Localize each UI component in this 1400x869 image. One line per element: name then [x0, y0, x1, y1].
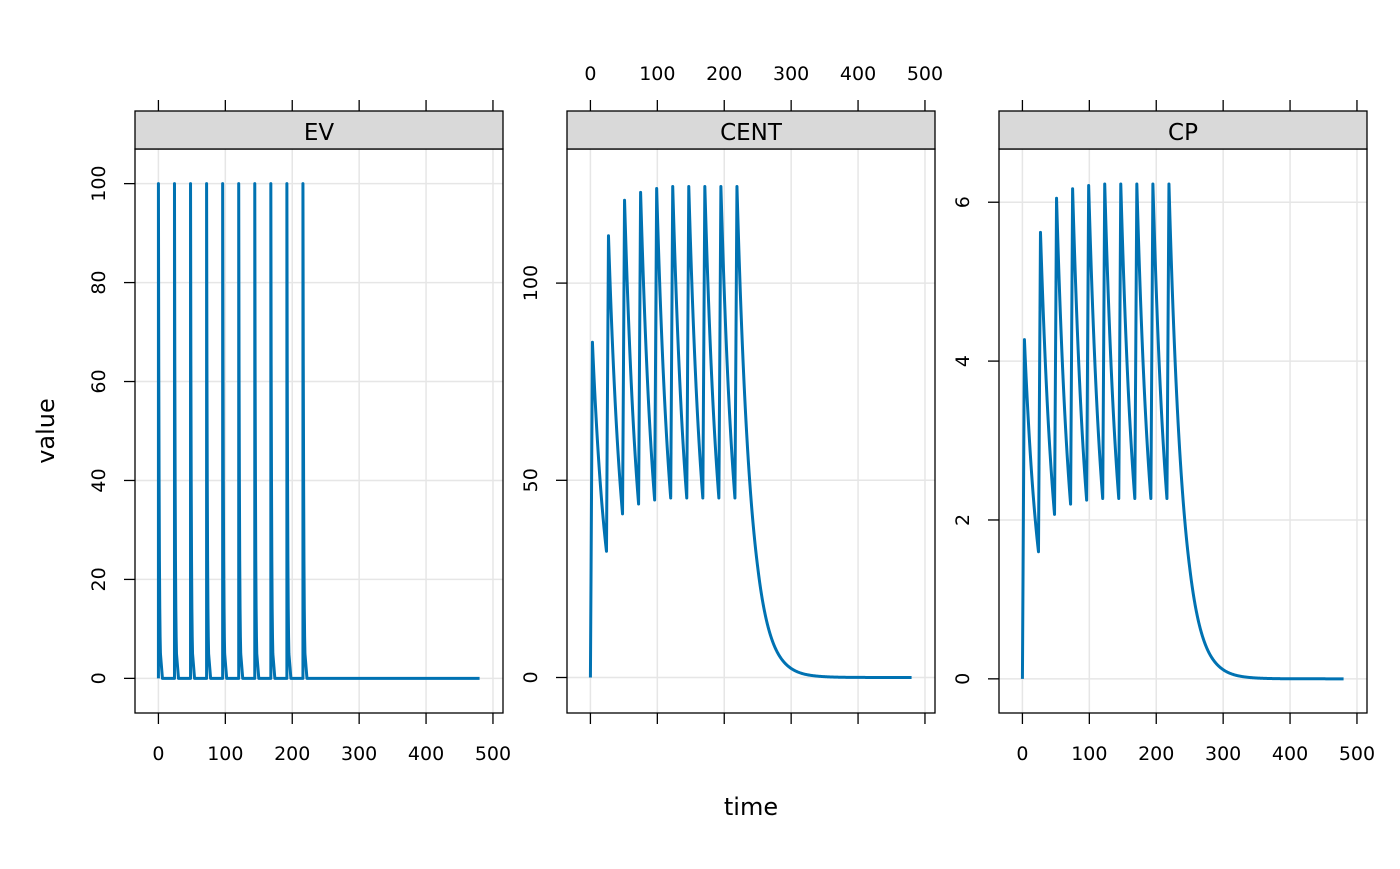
strip — [134, 110, 504, 150]
x-tick-label: 200 — [706, 63, 742, 85]
x-tick-label: 400 — [1272, 743, 1308, 765]
x-tick-label: 100 — [1071, 743, 1107, 765]
x-tick-label: 500 — [907, 63, 943, 85]
strip — [998, 110, 1368, 150]
x-tick-label: 300 — [341, 743, 377, 765]
strip — [566, 110, 936, 150]
x-tick-label: 500 — [475, 743, 511, 765]
x-tick-label: 100 — [207, 743, 243, 765]
panel-cent: CENT 0 100 200 300 400 500 0 50 100 — [520, 63, 943, 724]
series-line-cp — [1020, 182, 1345, 681]
y-tick-label: 100 — [88, 165, 110, 201]
x-tick-label: 200 — [1138, 743, 1174, 765]
y-tick-label: 60 — [88, 369, 110, 393]
strip-label: CP — [1168, 120, 1198, 146]
y-tick-label: 0 — [520, 671, 542, 683]
y-tick-label: 2 — [952, 514, 974, 526]
y-tick-label: 80 — [88, 270, 110, 294]
strip-label: CENT — [720, 120, 783, 146]
x-tick-label: 500 — [1339, 743, 1375, 765]
x-tick-label: 0 — [584, 63, 596, 85]
y-tick-label: 0 — [88, 672, 110, 684]
series-line-ev — [156, 182, 481, 680]
y-tick-label: 50 — [520, 468, 542, 492]
x-axis-label: time — [724, 793, 778, 821]
y-tick-label: 0 — [952, 673, 974, 685]
panel-ev: EV 0 100 200 300 400 500 0 20 40 60 80 100 — [88, 100, 511, 765]
y-tick-label: 4 — [952, 355, 974, 367]
panel-cp: CP 0 100 200 300 400 500 0 2 4 6 — [952, 100, 1375, 765]
strip-label: EV — [304, 120, 335, 146]
x-tick-label: 400 — [840, 63, 876, 85]
y-tick-label: 6 — [952, 196, 974, 208]
x-tick-label: 300 — [1205, 743, 1241, 765]
y-axis-label: value — [32, 398, 60, 464]
x-tick-label: 100 — [639, 63, 675, 85]
x-tick-label: 0 — [152, 743, 164, 765]
y-tick-label: 100 — [520, 265, 542, 301]
x-tick-label: 300 — [773, 63, 809, 85]
series-line-cent — [588, 184, 913, 680]
y-tick-label: 40 — [88, 468, 110, 492]
y-tick-label: 20 — [88, 567, 110, 591]
x-tick-label: 400 — [408, 743, 444, 765]
x-tick-label: 0 — [1016, 743, 1028, 765]
x-tick-label: 200 — [274, 743, 310, 765]
